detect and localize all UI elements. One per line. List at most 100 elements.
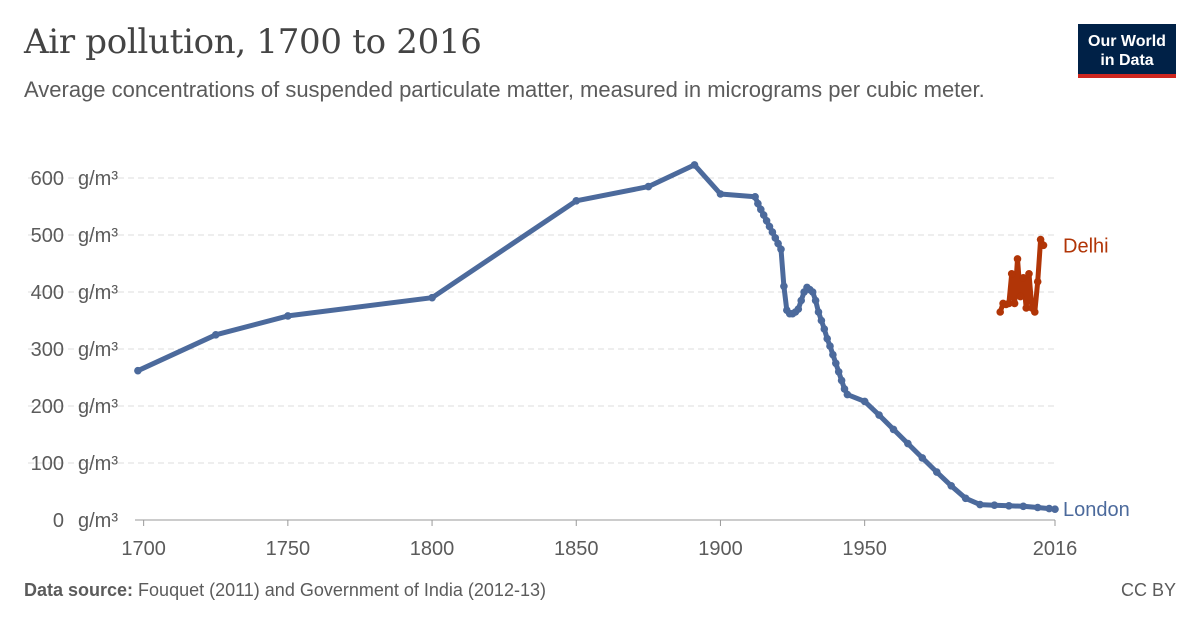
data-point-london-1985 — [961, 494, 970, 503]
y-tick-unit-600: g/m³ — [78, 168, 118, 190]
data-point-london-1922 — [780, 282, 788, 291]
data-source-label: Data source: — [24, 580, 134, 600]
data-point-london-1938 — [826, 342, 834, 350]
data-point-london-1950 — [860, 397, 869, 406]
data-point-london-1943 — [840, 385, 849, 393]
data-point-london-1980 — [947, 482, 955, 490]
data-point-london-1937 — [823, 334, 831, 343]
y-tick-label-500: 500 — [31, 225, 64, 247]
data-point-london-1935 — [817, 316, 826, 325]
series-london — [134, 161, 1059, 513]
data-point-london-1933 — [811, 296, 820, 305]
data-point-london-1850 — [572, 197, 581, 205]
data-point-london-1750 — [284, 312, 292, 320]
data-point-london-1942 — [837, 376, 846, 385]
data-point-delhi-2011 — [1036, 235, 1045, 244]
data-point-delhi-2004 — [1016, 292, 1025, 301]
data-point-london-1975 — [933, 468, 941, 476]
x-tick-label-1700: 1700 — [121, 538, 166, 560]
data-point-london-1934 — [814, 308, 823, 316]
series-label-delhi: Delhi — [1063, 235, 1109, 257]
data-point-london-1940 — [832, 359, 840, 368]
y-tick-unit-500: g/m³ — [78, 225, 118, 247]
data-point-london-1932 — [808, 288, 817, 296]
data-point-london-1944 — [843, 390, 852, 399]
x-tick-label-1900: 1900 — [698, 538, 743, 560]
y-tick-unit-0: g/m³ — [78, 510, 118, 532]
data-point-london-1912 — [751, 193, 759, 201]
y-tick-unit-400: g/m³ — [78, 282, 118, 304]
series-delhi — [996, 235, 1048, 316]
data-point-delhi-2003 — [1013, 255, 1022, 263]
data-point-london-1941 — [834, 368, 843, 376]
data-point-london-1936 — [820, 325, 829, 333]
data-point-delhi-2010 — [1033, 277, 1042, 286]
data-point-delhi-2009 — [1031, 308, 1039, 316]
y-tick-label-100: 100 — [31, 453, 64, 475]
data-point-london-1725 — [212, 331, 220, 339]
chart-title: Air pollution, 1700 to 2016 — [24, 22, 482, 62]
logo-line-2: in Data — [1100, 52, 1154, 69]
series-label-london: London — [1063, 499, 1130, 521]
x-tick-label-1800: 1800 — [410, 538, 455, 560]
data-point-london-1916 — [762, 217, 771, 225]
series-group — [134, 161, 1059, 513]
data-point-delhi-1997 — [996, 308, 1004, 316]
data-point-london-1918 — [768, 228, 777, 236]
data-point-london-1928 — [797, 296, 805, 305]
logo-line-1: Our World — [1088, 33, 1166, 50]
data-point-london-1960 — [889, 425, 898, 434]
data-point-delhi-2007 — [1025, 270, 1033, 278]
data-point-london-1891 — [690, 161, 699, 169]
x-tick-label-1850: 1850 — [554, 538, 599, 560]
data-point-london-1875 — [644, 182, 653, 191]
series-line-london — [135, 162, 1058, 512]
data-point-delhi-2006 — [1022, 304, 1030, 312]
data-point-london-1917 — [765, 222, 774, 231]
data-point-london-2010 — [1033, 503, 1042, 512]
data-point-delhi-2000 — [1005, 299, 1013, 308]
y-tick-label-300: 300 — [31, 339, 64, 361]
data-point-london-2014 — [1045, 504, 1053, 513]
y-tick-unit-200: g/m³ — [78, 396, 118, 418]
data-point-london-1919 — [771, 234, 780, 242]
data-point-london-1955 — [875, 411, 883, 419]
data-point-london-2005 — [1019, 502, 1028, 511]
data-point-london-1965 — [904, 439, 912, 448]
x-tick-label-2016: 2016 — [1033, 538, 1078, 560]
data-point-delhi-2005 — [1019, 274, 1028, 282]
data-point-london-1970 — [918, 454, 927, 462]
y-tick-label-400: 400 — [31, 282, 64, 304]
data-point-london-2016 — [1051, 505, 1059, 513]
y-tick-label-200: 200 — [31, 396, 64, 418]
data-point-london-1914 — [757, 205, 765, 214]
data-point-london-1915 — [759, 211, 768, 219]
x-tick-label-1950: 1950 — [842, 538, 887, 560]
gridlines — [28, 177, 1055, 464]
owid-logo[interactable]: Our World in Data — [1078, 24, 1176, 78]
chart-subtitle: Average concentrations of suspended part… — [24, 77, 985, 102]
data-point-london-1800 — [428, 293, 436, 302]
data-source: Data source: Fouquet (2011) and Governme… — [24, 580, 546, 601]
y-axis: 0 g/m³ 100 g/m³ 200 g/m³ 300 g/m³ 400 g/m³ 500 g/m³… — [31, 168, 119, 532]
data-point-london-1995 — [990, 501, 999, 510]
y-tick-unit-300: g/m³ — [78, 339, 118, 361]
data-point-london-1900 — [716, 190, 725, 198]
data-point-london-1920 — [774, 239, 782, 248]
data-point-delhi-2012 — [1039, 241, 1048, 250]
data-point-london-2000 — [1005, 502, 1013, 510]
x-tick-label-1750: 1750 — [266, 538, 311, 560]
data-point-delhi-2002 — [1010, 299, 1019, 308]
data-point-london-1913 — [754, 199, 762, 208]
data-point-london-1921 — [777, 245, 785, 254]
data-point-london-1927 — [794, 305, 803, 313]
x-axis: 1700 1750 1800 1850 1900 1950 2016 — [121, 519, 1078, 560]
y-tick-label-600: 600 — [31, 168, 64, 190]
data-point-delhi-2001 — [1007, 270, 1016, 278]
data-point-london-1939 — [829, 350, 837, 359]
y-tick-unit-100: g/m³ — [78, 453, 118, 475]
data-point-london-1698 — [134, 366, 142, 375]
license-label[interactable]: CC BY — [1120, 580, 1176, 600]
series-labels: London Delhi — [1063, 235, 1130, 521]
